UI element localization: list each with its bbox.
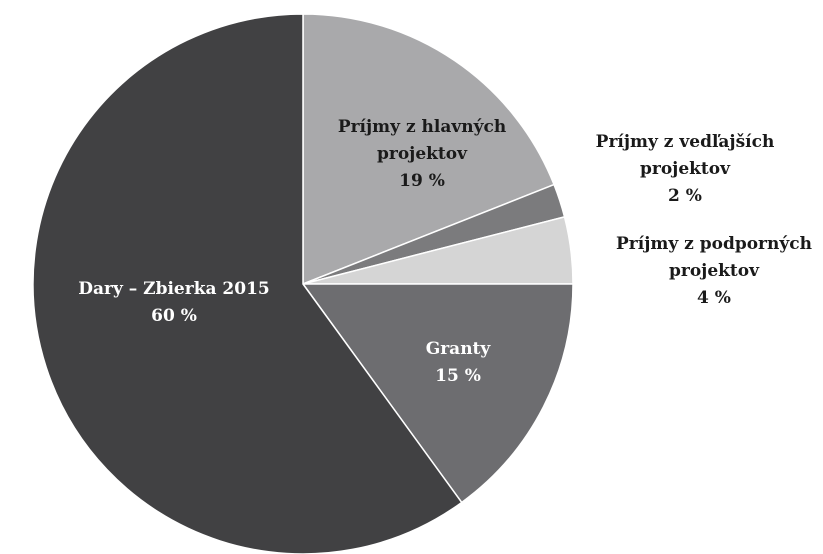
- category-label: Príjmy z hlavných projektov: [337, 117, 507, 164]
- value-label: 2 %: [668, 186, 702, 206]
- slice: [32, 13, 463, 554]
- category-label: Dary – Zbierka 2015: [78, 279, 270, 299]
- slice-label: Dary – Zbierka 2015 60 %: [44, 276, 304, 330]
- category-label: Príjmy z vedľajších projektov: [595, 132, 775, 179]
- slice: [301, 283, 574, 504]
- value-label: 4 %: [697, 288, 731, 308]
- category-label: Granty: [425, 339, 491, 359]
- slice-label: Príjmy z podporných projektov 4 %: [602, 231, 823, 312]
- category-label: Príjmy z podporných projektov: [616, 234, 812, 281]
- value-label: 19 %: [399, 171, 445, 191]
- slice-label: Granty 15 %: [398, 336, 518, 390]
- value-label: 15 %: [435, 366, 481, 386]
- slice: [302, 13, 556, 286]
- value-label: 60 %: [151, 306, 197, 326]
- slice-label: Príjmy z hlavných projektov 19 %: [322, 114, 522, 195]
- slice-label: Príjmy z vedľajších projektov 2 %: [580, 129, 790, 210]
